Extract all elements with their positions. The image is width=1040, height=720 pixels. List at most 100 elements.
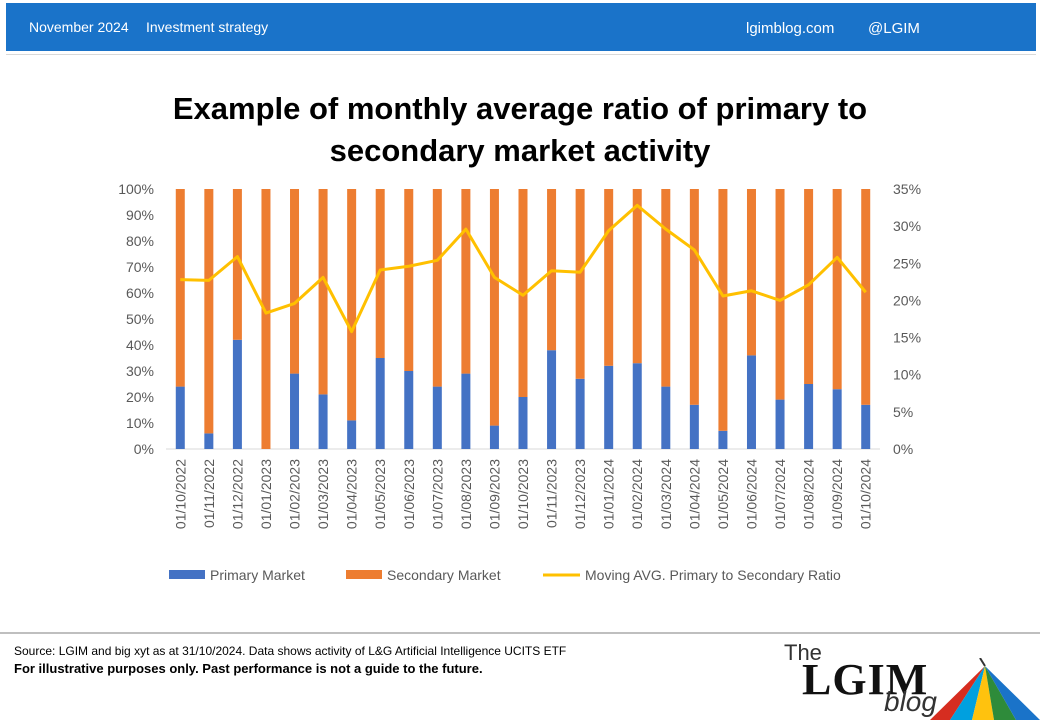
bar-primary (461, 373, 471, 449)
x-tick-label: 01/06/2023 (401, 459, 417, 529)
legend-label-secondary: Secondary Market (387, 567, 501, 583)
legend-label-primary: Primary Market (210, 567, 305, 583)
logo-lgim: LGIM (802, 655, 929, 704)
bar-primary (375, 358, 385, 449)
x-tick-label: 01/07/2023 (429, 459, 445, 529)
legend-swatch-secondary (346, 570, 382, 579)
x-tick-label: 01/10/2022 (172, 459, 188, 529)
x-tick-label: 01/12/2023 (572, 459, 588, 529)
y-left-tick-label: 30% (126, 363, 154, 379)
x-tick-label: 01/06/2024 (743, 459, 759, 529)
x-tick-label: 01/01/2023 (258, 459, 274, 529)
y-right-tick-label: 35% (893, 181, 921, 197)
bar-primary (175, 386, 185, 449)
bar-primary (547, 350, 557, 449)
x-tick-label: 01/05/2023 (372, 459, 388, 529)
bar-secondary (232, 189, 242, 340)
bar-secondary (290, 189, 300, 374)
y-right-tick-label: 10% (893, 367, 921, 383)
bar-primary (775, 399, 785, 449)
x-tick-label: 01/11/2023 (544, 459, 560, 528)
y-right-tick-label: 15% (893, 330, 921, 346)
x-tick-label: 01/12/2022 (229, 459, 245, 529)
bar-secondary (775, 189, 785, 400)
chart-frame (6, 54, 1036, 633)
x-tick-label: 01/04/2024 (686, 459, 702, 529)
x-tick-label: 01/09/2023 (486, 459, 502, 529)
y-left-tick-label: 70% (126, 259, 154, 275)
chart-title: Example of monthly average ratio of prim… (0, 88, 1040, 172)
bar-primary (347, 420, 357, 449)
bar-secondary (632, 189, 642, 364)
y-left-tick-label: 50% (126, 311, 154, 327)
header-band (6, 3, 1036, 51)
y-left-tick-label: 100% (118, 181, 154, 197)
bar-primary (518, 397, 528, 449)
bar-secondary (204, 189, 214, 434)
y-right-tick-label: 20% (893, 292, 921, 308)
umbrella-icon (930, 658, 1040, 720)
bar-secondary (832, 189, 842, 390)
bar-secondary (661, 189, 671, 387)
bar-primary (318, 394, 328, 449)
bar-primary (232, 339, 242, 449)
bar-secondary (861, 189, 871, 405)
chart-title-line1: Example of monthly average ratio of prim… (172, 91, 868, 126)
disclaimer: For illustrative purposes only. Past per… (14, 661, 483, 676)
y-left-tick-label: 40% (126, 337, 154, 353)
y-left-tick-label: 0% (134, 441, 154, 457)
x-tick-label: 01/01/2024 (601, 459, 617, 529)
bar-primary (204, 433, 214, 449)
logo-blog: blog (884, 686, 937, 717)
x-tick-label: 01/03/2024 (658, 459, 674, 529)
bar-secondary (489, 189, 499, 426)
logo-the: The (784, 640, 822, 665)
ratio-line (180, 203, 867, 334)
bar-primary (689, 404, 699, 449)
chart: 0% 10% 20% 30% 40% 50% 60% 70% 80% 90% 100% 0% 5% 10%… (118, 181, 921, 583)
bar-secondary (604, 189, 614, 366)
legend-swatch-primary (169, 570, 205, 579)
bar-primary (290, 373, 300, 449)
bar-primary (632, 363, 642, 449)
bar-secondary (261, 189, 271, 449)
header-category[interactable]: Investment strategy (146, 19, 269, 35)
y-left-tick-label: 20% (126, 389, 154, 405)
bar-primary (489, 425, 499, 449)
bar-primary (861, 404, 871, 449)
x-tick-label: 01/08/2023 (458, 459, 474, 529)
bar-secondary (718, 189, 728, 431)
x-tick-label: 01/10/2023 (515, 459, 531, 529)
bar-primary (661, 386, 671, 449)
bar-primary (604, 365, 614, 449)
x-tick-label: 01/04/2023 (344, 459, 360, 529)
bar-secondary (689, 189, 699, 405)
y-left-tick-label: 90% (126, 207, 154, 223)
x-tick-label: 01/07/2024 (772, 459, 788, 529)
header-site-link[interactable]: lgimblog.com (746, 20, 835, 37)
footer-divider (0, 632, 1040, 634)
bar-primary (718, 430, 728, 449)
bar-secondary (746, 189, 756, 356)
x-tick-label: 01/11/2022 (201, 459, 217, 528)
bar-secondary (347, 189, 357, 421)
header-date: November 2024 (29, 19, 129, 35)
bar-secondary (175, 189, 185, 387)
chart-title-line2: secondary market activity (329, 133, 711, 168)
y-right-tick-label: 5% (893, 404, 913, 420)
bar-secondary (461, 189, 471, 374)
x-tick-label: 01/03/2023 (315, 459, 331, 529)
lgim-blog-logo[interactable]: The LGIM blog (780, 640, 1040, 720)
header-bar: November 2024 Investment strategy lgimbl… (0, 0, 1040, 54)
bar-primary (404, 371, 414, 449)
y-right-tick-label: 25% (893, 255, 921, 271)
x-tick-label: 01/08/2024 (801, 459, 817, 529)
bar-secondary (575, 189, 585, 379)
bar-primary (575, 378, 585, 449)
bar-secondary (404, 189, 414, 371)
x-tick-label: 01/02/2024 (629, 459, 645, 529)
legend-label-ratio: Moving AVG. Primary to Secondary Ratio (585, 567, 841, 583)
header-social-handle[interactable]: @LGIM (868, 20, 920, 37)
x-tick-label: 01/05/2024 (715, 459, 731, 529)
bar-primary (804, 384, 814, 449)
